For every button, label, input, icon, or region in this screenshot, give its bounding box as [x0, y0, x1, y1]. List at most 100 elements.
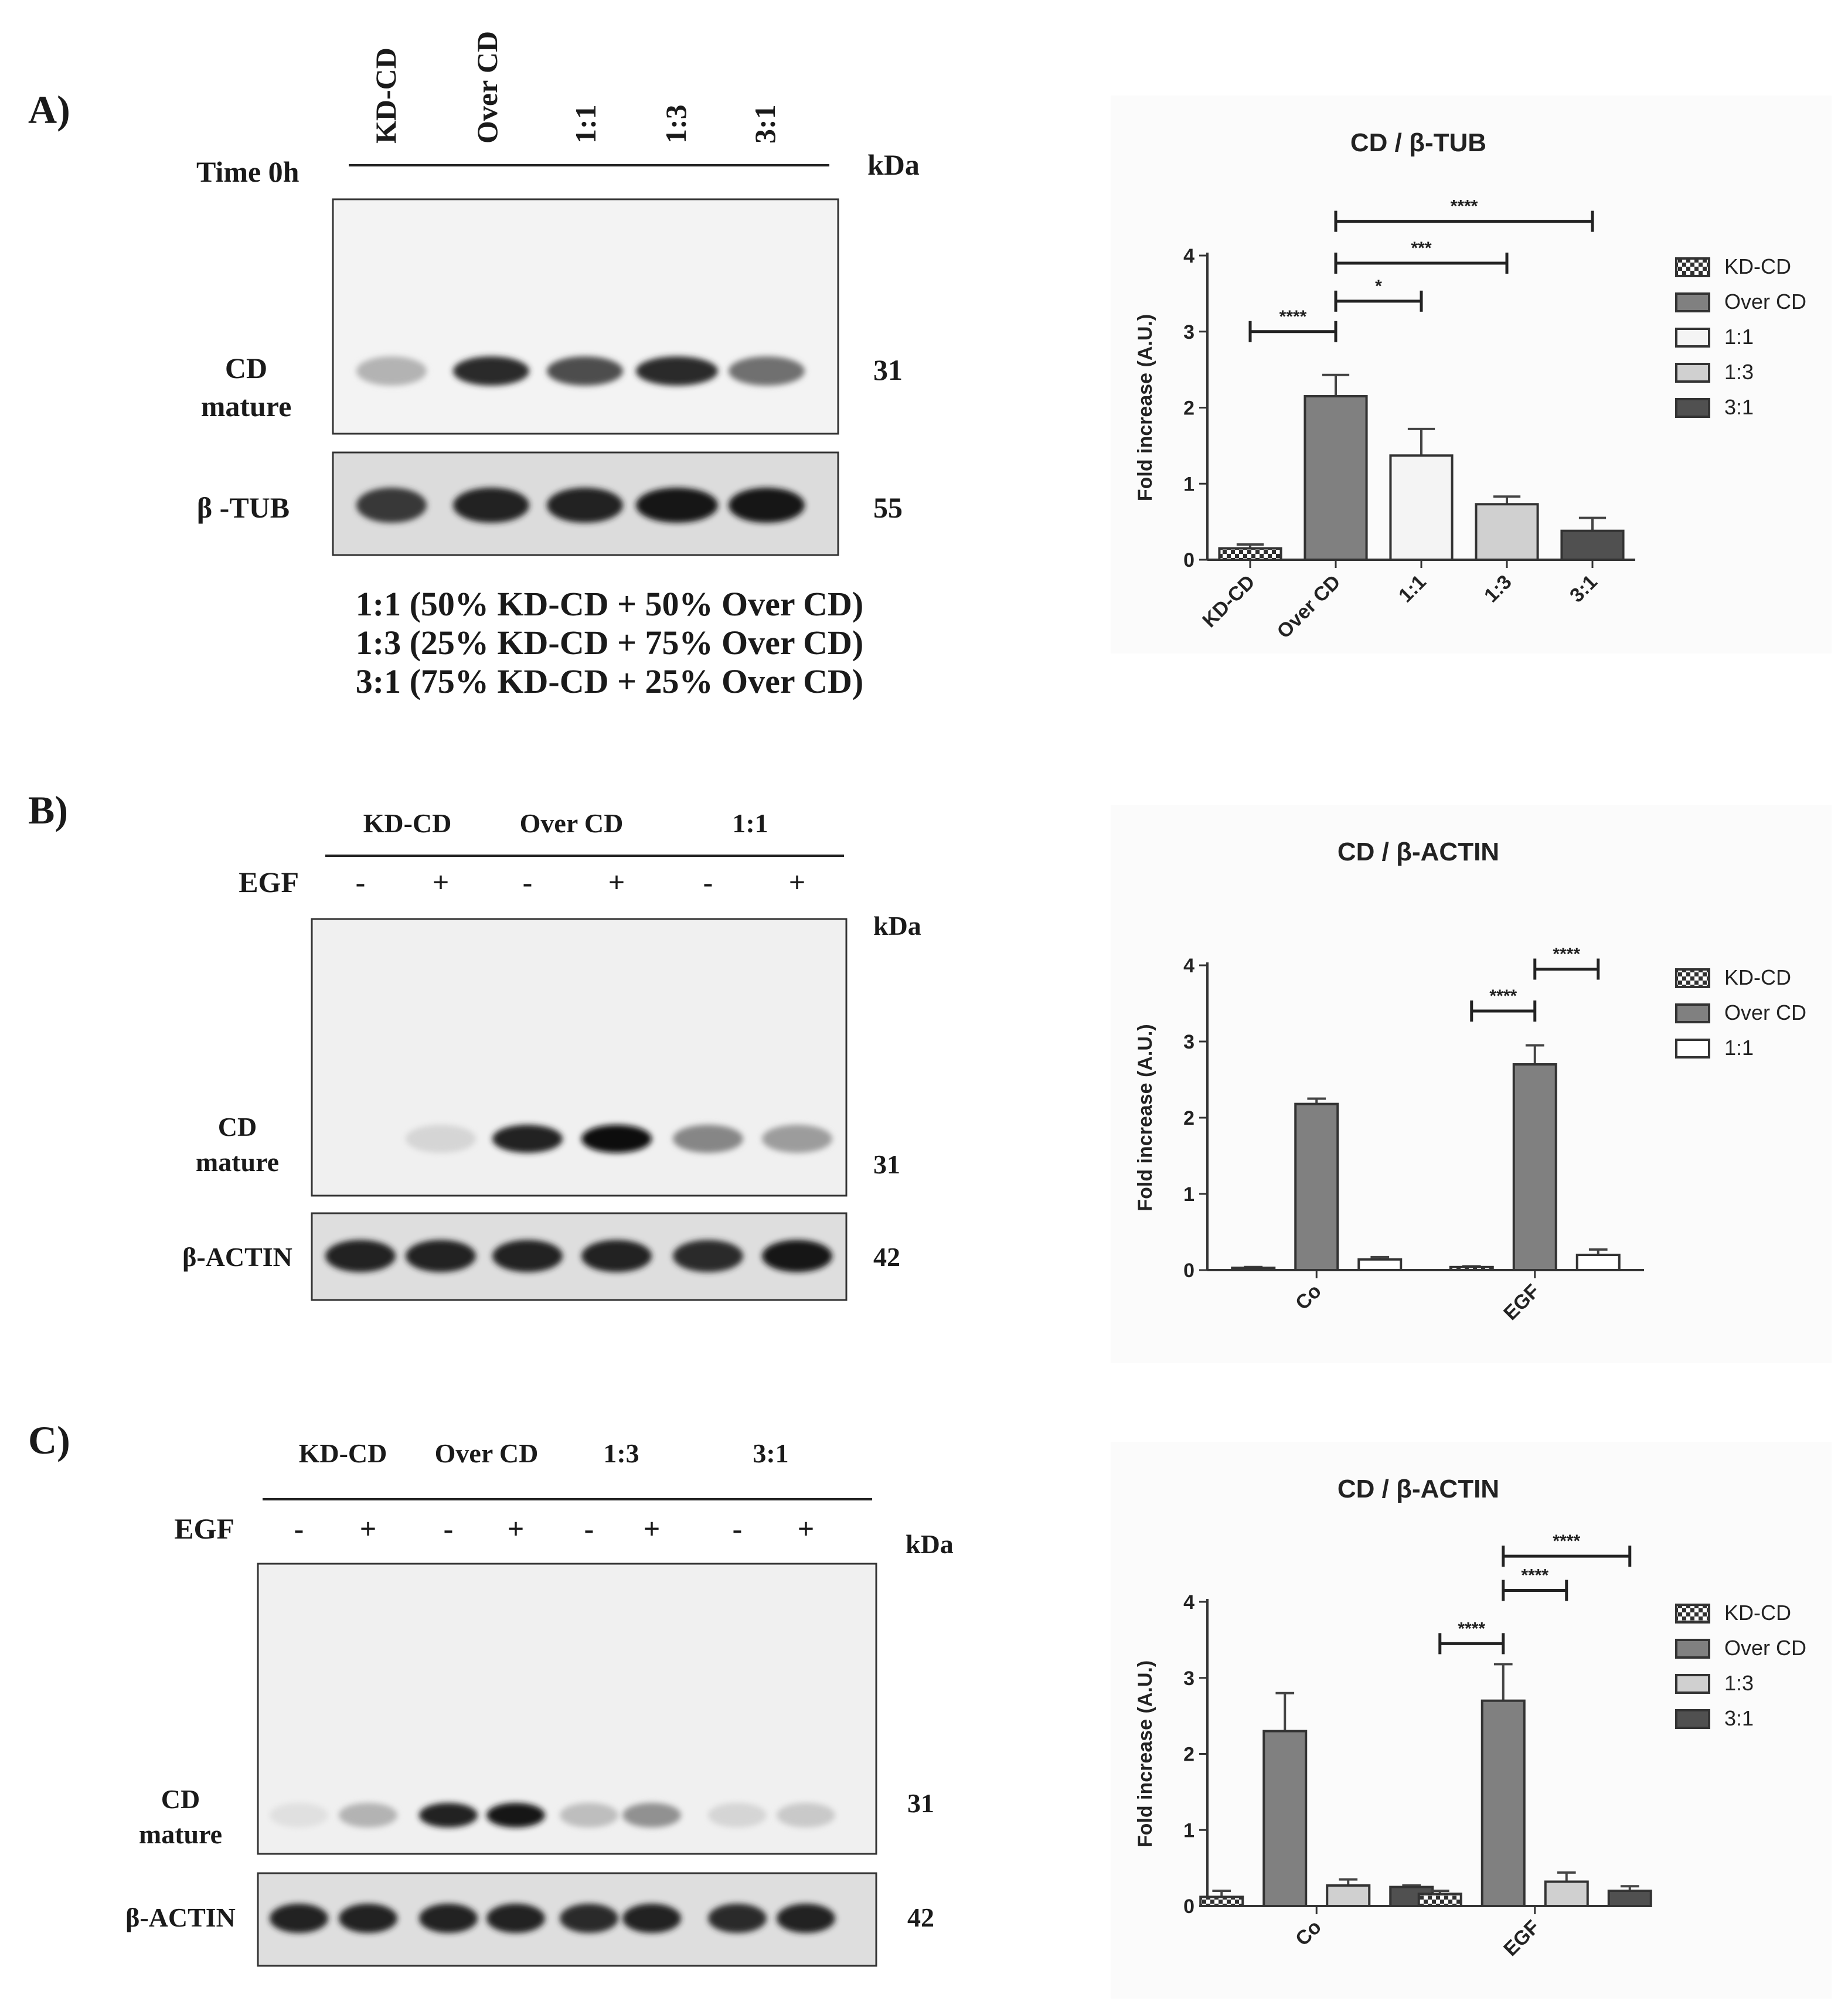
kda-label: kDa [906, 1529, 954, 1559]
significance-marker: **** [1553, 1531, 1580, 1551]
egf-label: EGF [239, 866, 299, 899]
protein-band [729, 488, 805, 523]
panel-b-blot: B) KD-CD Over CD 1:1 EGF - + - + - + kDa CD mature 31 β… [28, 788, 921, 1301]
protein-band [486, 1904, 545, 1933]
protein-band [356, 488, 427, 523]
group-label: 1:3 [603, 1438, 639, 1468]
bar [1544, 1880, 1589, 1907]
protein-band [636, 488, 718, 523]
legend-swatch [1675, 1604, 1710, 1624]
y-tick-label: 0 [1183, 1895, 1194, 1918]
protein-band [708, 1904, 767, 1933]
protein-band [406, 1125, 476, 1153]
protein-band [270, 1904, 328, 1933]
bar [1231, 1267, 1276, 1272]
legend-swatch [1675, 257, 1710, 277]
row-label: CD mature [201, 352, 292, 423]
y-tick-label: 1 [1183, 473, 1194, 495]
chart-title: CD / β-ACTIN [1337, 838, 1499, 866]
blot-membrane [311, 1212, 848, 1301]
blot-membrane [311, 918, 848, 1197]
blot-membrane [332, 198, 839, 435]
bar [1512, 1063, 1557, 1271]
legend-swatch [1675, 328, 1710, 348]
y-tick-label: 3 [1183, 321, 1194, 343]
treatment-sign: - [584, 1512, 594, 1545]
protein-band [406, 1240, 476, 1272]
treatment-sign: + [798, 1512, 815, 1545]
protein-band [453, 356, 529, 386]
chart-background [1111, 1442, 1832, 1999]
protein-band [560, 1904, 618, 1933]
treatment-sign: + [608, 866, 625, 899]
bar [1326, 1884, 1371, 1908]
protein-band [270, 1803, 328, 1827]
legend-swatch [1675, 1003, 1710, 1023]
protein-band [453, 488, 529, 523]
legend-entry: Over CD [1724, 290, 1806, 314]
treatment-sign: - [523, 866, 533, 899]
group-label: Over CD [435, 1438, 539, 1468]
treatment-sign: - [356, 866, 366, 899]
y-tick-label: 4 [1183, 1591, 1194, 1614]
protein-band [339, 1803, 397, 1827]
mix-ratio-line: 1:3 (25% KD-CD + 75% Over CD) [356, 624, 863, 662]
protein-band [673, 1125, 743, 1153]
protein-band [762, 1125, 832, 1153]
protein-band [419, 1904, 478, 1933]
group-label: 1:1 [732, 808, 768, 838]
chart-background [1111, 96, 1832, 654]
protein-band [708, 1803, 767, 1827]
bar [1304, 395, 1368, 561]
kda-value: 55 [873, 491, 903, 524]
y-tick-label: 4 [1183, 955, 1194, 977]
y-axis-label: Fold increase (A.U.) [1134, 1660, 1156, 1847]
legend-entry: 1:1 [1724, 1036, 1754, 1060]
condition-label: Time 0h [196, 155, 300, 188]
y-axis-label: Fold increase (A.U.) [1134, 1024, 1156, 1211]
legend-swatch [1675, 363, 1710, 383]
mix-ratio-line: 1:1 (50% KD-CD + 50% Over CD) [356, 585, 863, 623]
panel-a-label: A) [28, 87, 70, 132]
significance-marker: **** [1553, 945, 1580, 964]
chart-title: CD / β-ACTIN [1337, 1475, 1499, 1503]
mix-ratio-line: 3:1 (75% KD-CD + 25% Over CD) [356, 662, 863, 700]
significance-marker: **** [1279, 307, 1307, 326]
bar [1417, 1893, 1462, 1907]
protein-band [492, 1240, 563, 1272]
legend-entry: KD-CD [1724, 965, 1791, 989]
bar [1218, 547, 1282, 561]
treatment-sign: + [789, 866, 806, 899]
panel-c-blot: C) KD-CD Over CD 1:3 3:1 EGF - + - + - + - + kDa CD matu… [28, 1418, 954, 1967]
row-label: β-ACTIN [182, 1242, 292, 1272]
lane-label: 3:1 [748, 104, 781, 144]
kda-value: 31 [873, 353, 903, 386]
significance-marker: *** [1411, 239, 1431, 258]
legend-entry: 3:1 [1724, 395, 1754, 419]
group-label: KD-CD [363, 808, 452, 838]
bar [1575, 1254, 1621, 1271]
bar-chart-1: CD / β-TUB Fold increase (A.U.) 0 1 2 3 4 KD-CD… [1111, 96, 1832, 654]
bar [1294, 1102, 1339, 1271]
bar [1262, 1730, 1308, 1907]
bar [1357, 1258, 1403, 1272]
kda-value: 31 [907, 1788, 934, 1818]
treatment-sign: + [508, 1512, 525, 1545]
egf-label: EGF [174, 1512, 234, 1545]
y-tick-label: 0 [1183, 1260, 1194, 1282]
protein-band [777, 1904, 835, 1933]
y-tick-label: 0 [1183, 549, 1194, 571]
lane-label: 1:1 [569, 104, 602, 144]
panel-label: B) [28, 788, 68, 832]
protein-band [492, 1125, 563, 1153]
y-tick-label: 4 [1183, 245, 1194, 267]
legend-entry: Over CD [1724, 1636, 1806, 1660]
treatment-sign: + [433, 866, 450, 899]
protein-band [339, 1904, 397, 1933]
significance-marker: **** [1458, 1619, 1485, 1638]
protein-band [636, 356, 718, 386]
treatment-sign: - [703, 866, 713, 899]
protein-band [547, 488, 623, 523]
y-axis-label: Fold increase (A.U.) [1134, 314, 1156, 501]
